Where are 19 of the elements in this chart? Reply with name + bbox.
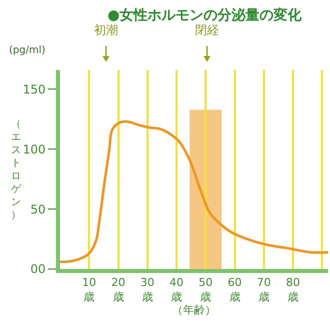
x-tick-label: 20歳 [111,276,126,304]
x-tick-label: 40歳 [170,276,184,304]
y-tick-label: 50 [30,202,46,216]
y-tick-label: 150 [22,82,46,96]
y-tick-label: 100 [22,142,46,156]
text: (pg/ml) [9,45,46,56]
x-axis-title: （年齢） [172,304,216,316]
line-series [60,120,328,264]
y-axis-title: （エストロゲン） [11,119,22,221]
x-tick-label: 60歳 [228,276,242,304]
y-tick-label: 00 [30,262,46,276]
chart-title: ●女性ホルモンの分泌量の変化 [107,6,303,24]
x-tick-label: 50歳 [198,276,213,304]
x-tick-label: 10歳 [82,276,96,304]
text: 閉経 [195,23,219,37]
x-tick-label: 80歳 [286,276,300,304]
text: 初潮 [94,23,118,37]
x-tick-label: 30歳 [140,276,154,304]
x-tick-label: 70歳 [256,276,271,304]
